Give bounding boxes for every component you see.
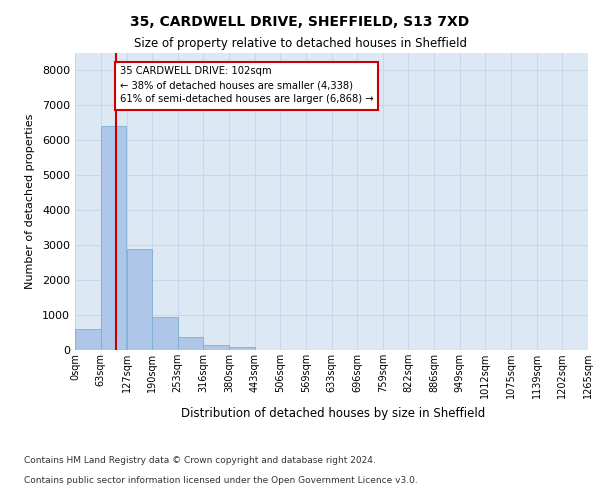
Y-axis label: Number of detached properties: Number of detached properties [25,114,35,289]
Text: Contains public sector information licensed under the Open Government Licence v3: Contains public sector information licen… [24,476,418,485]
Bar [229,347,254,350]
Bar [152,317,178,350]
Text: Contains HM Land Registry data © Crown copyright and database right 2024.: Contains HM Land Registry data © Crown c… [24,456,376,465]
Text: Distribution of detached houses by size in Sheffield: Distribution of detached houses by size … [181,408,485,420]
Text: Size of property relative to detached houses in Sheffield: Size of property relative to detached ho… [133,38,467,51]
Text: 35 CARDWELL DRIVE: 102sqm
← 38% of detached houses are smaller (4,338)
61% of se: 35 CARDWELL DRIVE: 102sqm ← 38% of detac… [119,66,373,104]
Bar [101,126,126,350]
Bar [203,345,229,350]
Text: 35, CARDWELL DRIVE, SHEFFIELD, S13 7XD: 35, CARDWELL DRIVE, SHEFFIELD, S13 7XD [130,15,470,29]
Bar [127,248,152,350]
Bar [75,329,101,350]
Bar [178,338,203,350]
